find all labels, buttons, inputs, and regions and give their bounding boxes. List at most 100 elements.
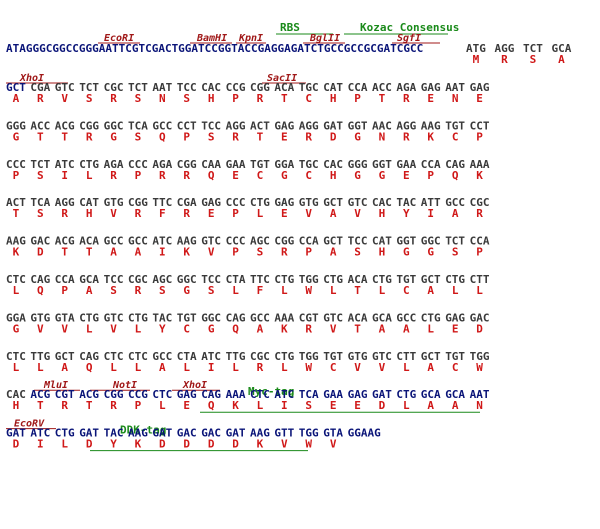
codon: GCT [55, 350, 75, 363]
codon: CGG [128, 196, 148, 209]
amino-acid: D [379, 399, 386, 412]
codon: ACC [372, 81, 392, 94]
codon: CTG [250, 196, 270, 209]
amino-acid: C [452, 130, 459, 143]
codon: TTG [30, 350, 50, 363]
codon: AAG [128, 427, 148, 440]
codon: GGG [348, 158, 368, 171]
amino-acid: E [232, 169, 239, 182]
amino-acid: D [183, 438, 190, 451]
amino-acid: V [208, 246, 215, 259]
codon: GAT [79, 427, 99, 440]
codon: CGC [128, 273, 148, 286]
codon: GAA [396, 158, 416, 171]
amino-acid: C [330, 361, 337, 374]
amino-acid: L [135, 361, 142, 374]
enzyme-site-label: EcoRI [104, 33, 134, 44]
codon: ACG [30, 388, 50, 401]
amino-acid: I [159, 246, 166, 259]
codon: CTG [55, 427, 75, 440]
codon: AGG [55, 196, 75, 209]
codon: TTC [250, 273, 270, 286]
codon: AAG [6, 235, 26, 248]
codon: AAG [177, 235, 197, 248]
codon: GGT [348, 119, 368, 132]
amino-acid: C [183, 322, 190, 335]
codon: CCA [348, 81, 368, 94]
codon: CCT [470, 119, 490, 132]
amino-acid: D [159, 438, 166, 451]
codon: AAA [226, 388, 246, 401]
codon: ACG [79, 388, 99, 401]
codon: TCT [128, 81, 148, 94]
amino-acid: H [379, 246, 386, 259]
amino-acid: V [354, 361, 361, 374]
codon: ATC [274, 388, 294, 401]
codon: GTT [274, 427, 294, 440]
amino-acid: R [403, 92, 410, 105]
codon: CAG [445, 158, 465, 171]
amino-acid: E [281, 130, 288, 143]
amino-acid: H [330, 169, 337, 182]
amino-acid: P [476, 130, 483, 143]
amino-acid: V [110, 207, 117, 220]
amino-acid: L [232, 361, 239, 374]
codon: TCA [128, 119, 148, 132]
amino-acid: D [232, 438, 239, 451]
codon: GAG [177, 388, 197, 401]
codon: AAT [470, 388, 490, 401]
codon: AGG [396, 119, 416, 132]
amino-acid: A [110, 246, 117, 259]
codon: GGC [104, 119, 124, 132]
amino-acid: H [208, 92, 215, 105]
amino-acid: R [61, 207, 68, 220]
amino-acid: S [135, 92, 142, 105]
feature-label: Myc-tag [248, 385, 294, 398]
amino-acid: E [208, 207, 215, 220]
codon: GTA [55, 311, 75, 324]
codon: CGC [470, 196, 490, 209]
codon: ACC [30, 119, 50, 132]
codon: CCT [177, 119, 197, 132]
codon: CCG [128, 388, 148, 401]
amino-acid: S [110, 284, 117, 297]
amino-acid: T [86, 246, 93, 259]
codon: GAC [177, 427, 197, 440]
codon: TGT [250, 158, 270, 171]
enzyme-site-label: KpnI [238, 33, 263, 44]
codon: GTG [348, 350, 368, 363]
amino-acid: W [305, 361, 312, 374]
codon: TCT [30, 158, 50, 171]
amino-acid: P [232, 246, 239, 259]
codon: CCA [299, 235, 319, 248]
codon: CGG [177, 158, 197, 171]
codon: CTG [79, 311, 99, 324]
amino-acid: K [135, 438, 142, 451]
amino-acid: R [476, 207, 483, 220]
codon: TGT [323, 350, 343, 363]
amino-acid: D [37, 246, 44, 259]
codon: ACA [274, 81, 294, 94]
amino-acid: A [13, 92, 20, 105]
codon: GAT [372, 388, 392, 401]
codon: TGC [299, 158, 319, 171]
amino-acid: G [354, 169, 361, 182]
amino-acid: R [135, 207, 142, 220]
codon: CTC [128, 350, 148, 363]
amino-acid: K [13, 246, 20, 259]
amino-acid: L [281, 361, 288, 374]
amino-acid: V [281, 438, 288, 451]
amino-acid: K [476, 169, 483, 182]
codon: TGG [299, 427, 319, 440]
codon: GCT [421, 273, 441, 286]
amino-acid: T [379, 92, 386, 105]
codon: GAT [152, 427, 172, 440]
amino-acid: K [281, 322, 288, 335]
amino-acid: S [208, 130, 215, 143]
codon: AAC [372, 119, 392, 132]
amino-acid: E [183, 399, 190, 412]
codon: GTC [372, 350, 392, 363]
amino-acid: A [427, 284, 434, 297]
amino-acid: K [183, 246, 190, 259]
codon: CTC [104, 350, 124, 363]
